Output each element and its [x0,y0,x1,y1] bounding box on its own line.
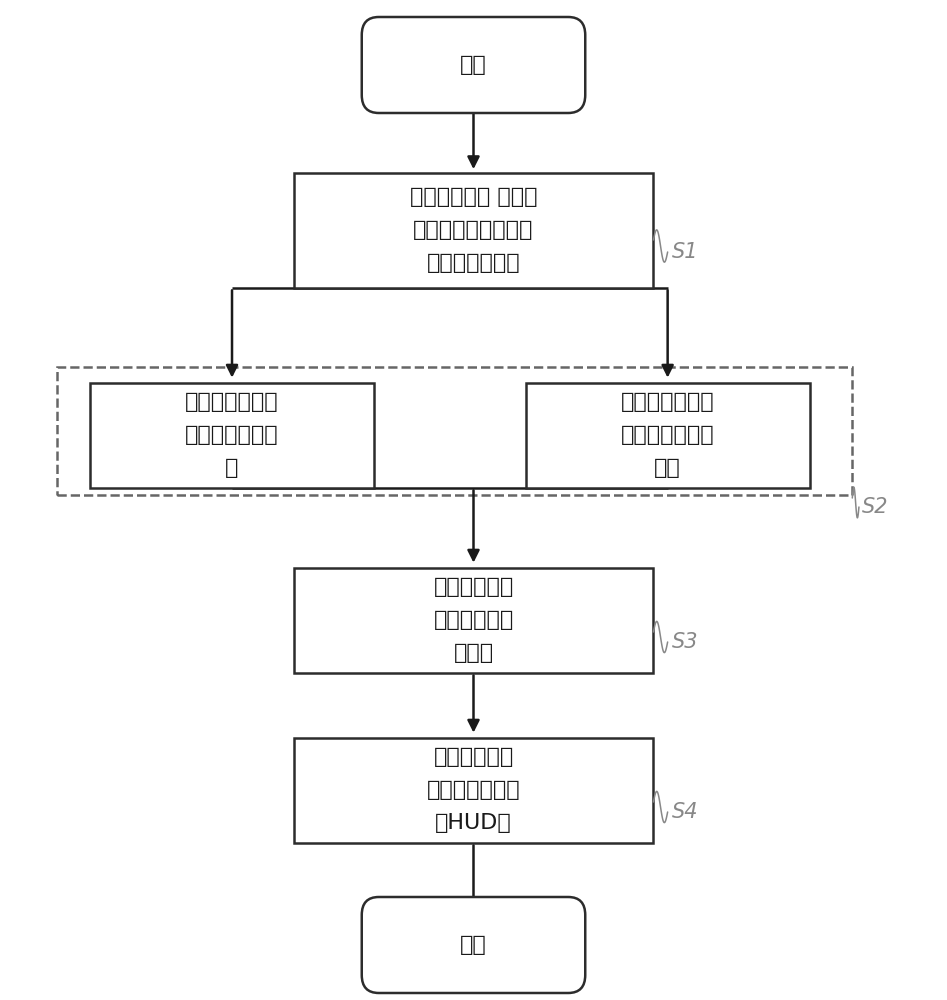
Text: 分析模块分析: 分析模块分析 [434,577,513,597]
FancyBboxPatch shape [362,17,585,113]
Text: 时间: 时间 [654,458,681,478]
Text: 过城市电车轨道路段: 过城市电车轨道路段 [413,220,534,240]
Text: 开始: 开始 [460,55,487,75]
Text: 集附近列车到达: 集附近列车到达 [621,425,714,445]
Text: S1: S1 [672,242,699,262]
Text: 结束: 结束 [460,935,487,955]
Text: 车辆信息模块采: 车辆信息模块采 [186,392,278,412]
Text: 信息通讯模块采: 信息通讯模块采 [621,392,714,412]
Text: 将建议展示在汽: 将建议展示在汽 [427,780,520,800]
Text: S4: S4 [672,802,699,822]
Text: 理判断: 理判断 [454,643,493,663]
FancyBboxPatch shape [294,738,653,842]
Text: S2: S2 [862,497,888,517]
FancyBboxPatch shape [90,383,374,488]
Text: 集本车速度与位: 集本车速度与位 [186,425,278,445]
Text: 数据，做出合: 数据，做出合 [434,610,513,630]
FancyBboxPatch shape [294,172,653,288]
FancyBboxPatch shape [526,383,810,488]
FancyBboxPatch shape [294,568,653,672]
Text: 置: 置 [225,458,239,478]
Text: S3: S3 [672,632,699,652]
Text: 路径规划模块 确定经: 路径规划模块 确定经 [410,187,537,207]
Text: 信息提示模块: 信息提示模块 [434,747,513,767]
Text: 车HUD上: 车HUD上 [435,813,512,833]
FancyBboxPatch shape [362,897,585,993]
Text: 且到达设定距离: 且到达设定距离 [427,253,520,273]
